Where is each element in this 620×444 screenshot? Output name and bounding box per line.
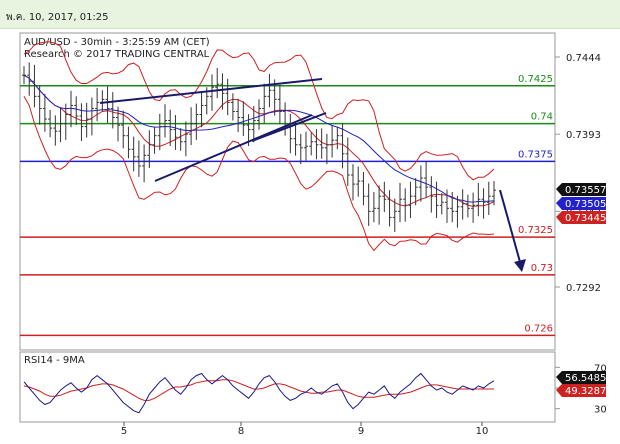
- upper-trendline-1: [99, 78, 323, 104]
- price-badge: [556, 197, 606, 210]
- level-label: 0.7325: [518, 225, 553, 236]
- level-label: 0.726: [524, 323, 553, 334]
- lower-trendline: [154, 114, 313, 182]
- trendlines: [99, 78, 526, 272]
- price-badge-label: 0.73445: [565, 213, 606, 224]
- forecast-arrow-line: [499, 189, 521, 263]
- rsi-tick-label: 30: [594, 405, 607, 416]
- level-label: 0.73: [531, 263, 553, 274]
- rsi-tick-label: 70: [594, 363, 607, 374]
- price-badges: 0.73557 0.73505 0.73445: [556, 183, 606, 224]
- x-tick-label: 8: [238, 426, 244, 437]
- datetime-label: พ.ค. 10, 2017, 01:25: [6, 12, 109, 23]
- price-tick-label: 0.7444: [566, 53, 601, 64]
- level-label: 0.7375: [518, 149, 553, 160]
- forecast-arrow-head: [514, 259, 526, 272]
- rsi-badge-label: 56.5485: [565, 373, 606, 384]
- x-axis-ticks: 5 8 9 10: [121, 422, 489, 437]
- price-bars: [22, 62, 496, 232]
- level-label: 0.74: [531, 112, 553, 123]
- price-badge: [556, 183, 606, 196]
- upper-band: [23, 41, 495, 181]
- lower-band: [23, 96, 495, 252]
- chart-subtitle: Research © 2017 TRADING CENTRAL: [24, 49, 210, 60]
- rsi-lines: [23, 372, 495, 414]
- rsi-badge: [556, 384, 606, 397]
- x-tick-label: 10: [476, 426, 489, 437]
- rsi-line: [23, 372, 495, 414]
- rsi-panel: [19, 351, 556, 423]
- rsi-badge-label: 49.3287: [565, 386, 606, 397]
- price-badge-label: 0.73505: [565, 199, 606, 210]
- chart-title: AUD/USD - 30min - 3:25:59 AM (CET): [24, 37, 210, 48]
- datetime-bar: พ.ค. 10, 2017, 01:25: [0, 0, 620, 29]
- price-badge: [556, 211, 606, 224]
- x-tick-label: 9: [358, 426, 364, 437]
- support-resistance-levels: 0.7425 0.74 0.7375 0.7325 0.73 0.726: [20, 74, 555, 337]
- rsi-title: RSI14 - 9MA: [24, 355, 85, 366]
- rsi-badge: [556, 371, 606, 384]
- price-panel: [19, 32, 556, 351]
- upper-trendline-2: [251, 112, 327, 142]
- x-tick-label: 5: [121, 426, 127, 437]
- price-tick-label: 0.7393: [566, 130, 601, 141]
- price-badge-label: 0.73557: [565, 185, 606, 196]
- price-tick-label: 0.7292: [566, 283, 601, 294]
- rsi-ma-line: [23, 379, 494, 401]
- level-label: 0.7425: [518, 74, 553, 85]
